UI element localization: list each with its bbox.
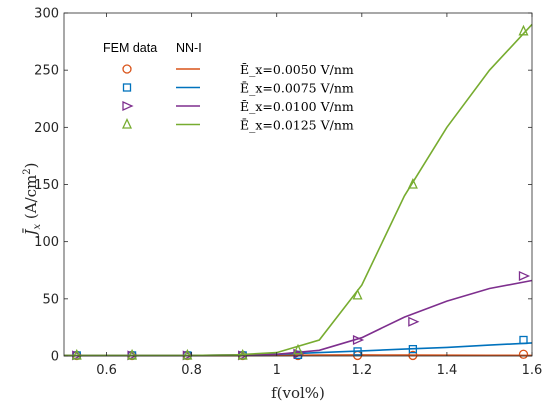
x-axis-label: f(vol%) [271,384,325,402]
y-tick-label: 250 [34,64,59,79]
legend-label-1: Ē_x=0.0050 V/nm [240,62,354,77]
x-tick-label: 1 [273,363,281,378]
x-tick-label: 0.8 [181,363,202,378]
legend-header-fem: FEM data [103,41,157,55]
legend-header-nn: NN-I [176,41,202,55]
fem-point-series-4 [237,348,248,360]
y-axis-label-unit: (A/cm [22,175,40,224]
y-axis-label-sup: 2 [22,168,33,174]
fem-point-series-4 [182,348,193,360]
y-tick-label: 50 [42,292,59,307]
fem-point-series-4 [292,343,304,355]
fem-point-series-3 [352,334,365,345]
legend-marker-3 [122,100,134,112]
fem-point-series-4 [127,348,138,360]
legend: FEM data NN-I Ē_x=0.0050 V/nm Ē_x=0.0075 … [103,41,354,133]
fem-point-series-2 [519,335,528,345]
legend-marker-2 [122,83,132,92]
y-tick-label: 300 [34,7,59,22]
fem-point-series-4 [407,177,418,189]
x-tick-label: 1.4 [437,363,458,378]
fem-point-series-4 [71,348,82,360]
y-axis-label: J̄x (A/cm2) [22,162,43,238]
fem-point-series-4 [518,24,529,36]
ticks-layer: 0.6 0.8 1 1.2 1.4 1.6 0 50 100 150 200 250 300 [34,7,542,379]
y-axis-label-sub: x [32,224,43,230]
x-tick-label: 1.6 [522,363,543,378]
y-tick-label: 100 [34,235,59,250]
fem-point-series-3 [518,270,531,281]
fem-point-series-3 [408,316,420,327]
y-axis-label-close: ) [22,162,40,168]
legend-label-4: Ē_x=0.0125 V/nm [240,118,354,133]
y-tick-label: 150 [34,178,59,193]
y-tick-label: 200 [34,121,59,136]
fem-point-series-4 [352,288,363,300]
fem-point-series-1 [408,350,418,361]
fem-point-series-2 [353,347,362,356]
x-tick-label: 0.6 [96,363,117,378]
legend-label-3: Ē_x=0.0100 V/nm [240,99,354,114]
fem-point-series-1 [518,349,529,359]
legend-label-2: Ē_x=0.0075 V/nm [240,81,354,96]
y-tick-label: 0 [51,350,59,365]
y-axis-label-j: J̄ [22,228,40,238]
fem-point-series-2 [408,344,418,354]
legend-marker-1 [122,64,132,74]
legend-marker-4 [121,117,133,129]
x-tick-label: 1.2 [351,363,372,378]
